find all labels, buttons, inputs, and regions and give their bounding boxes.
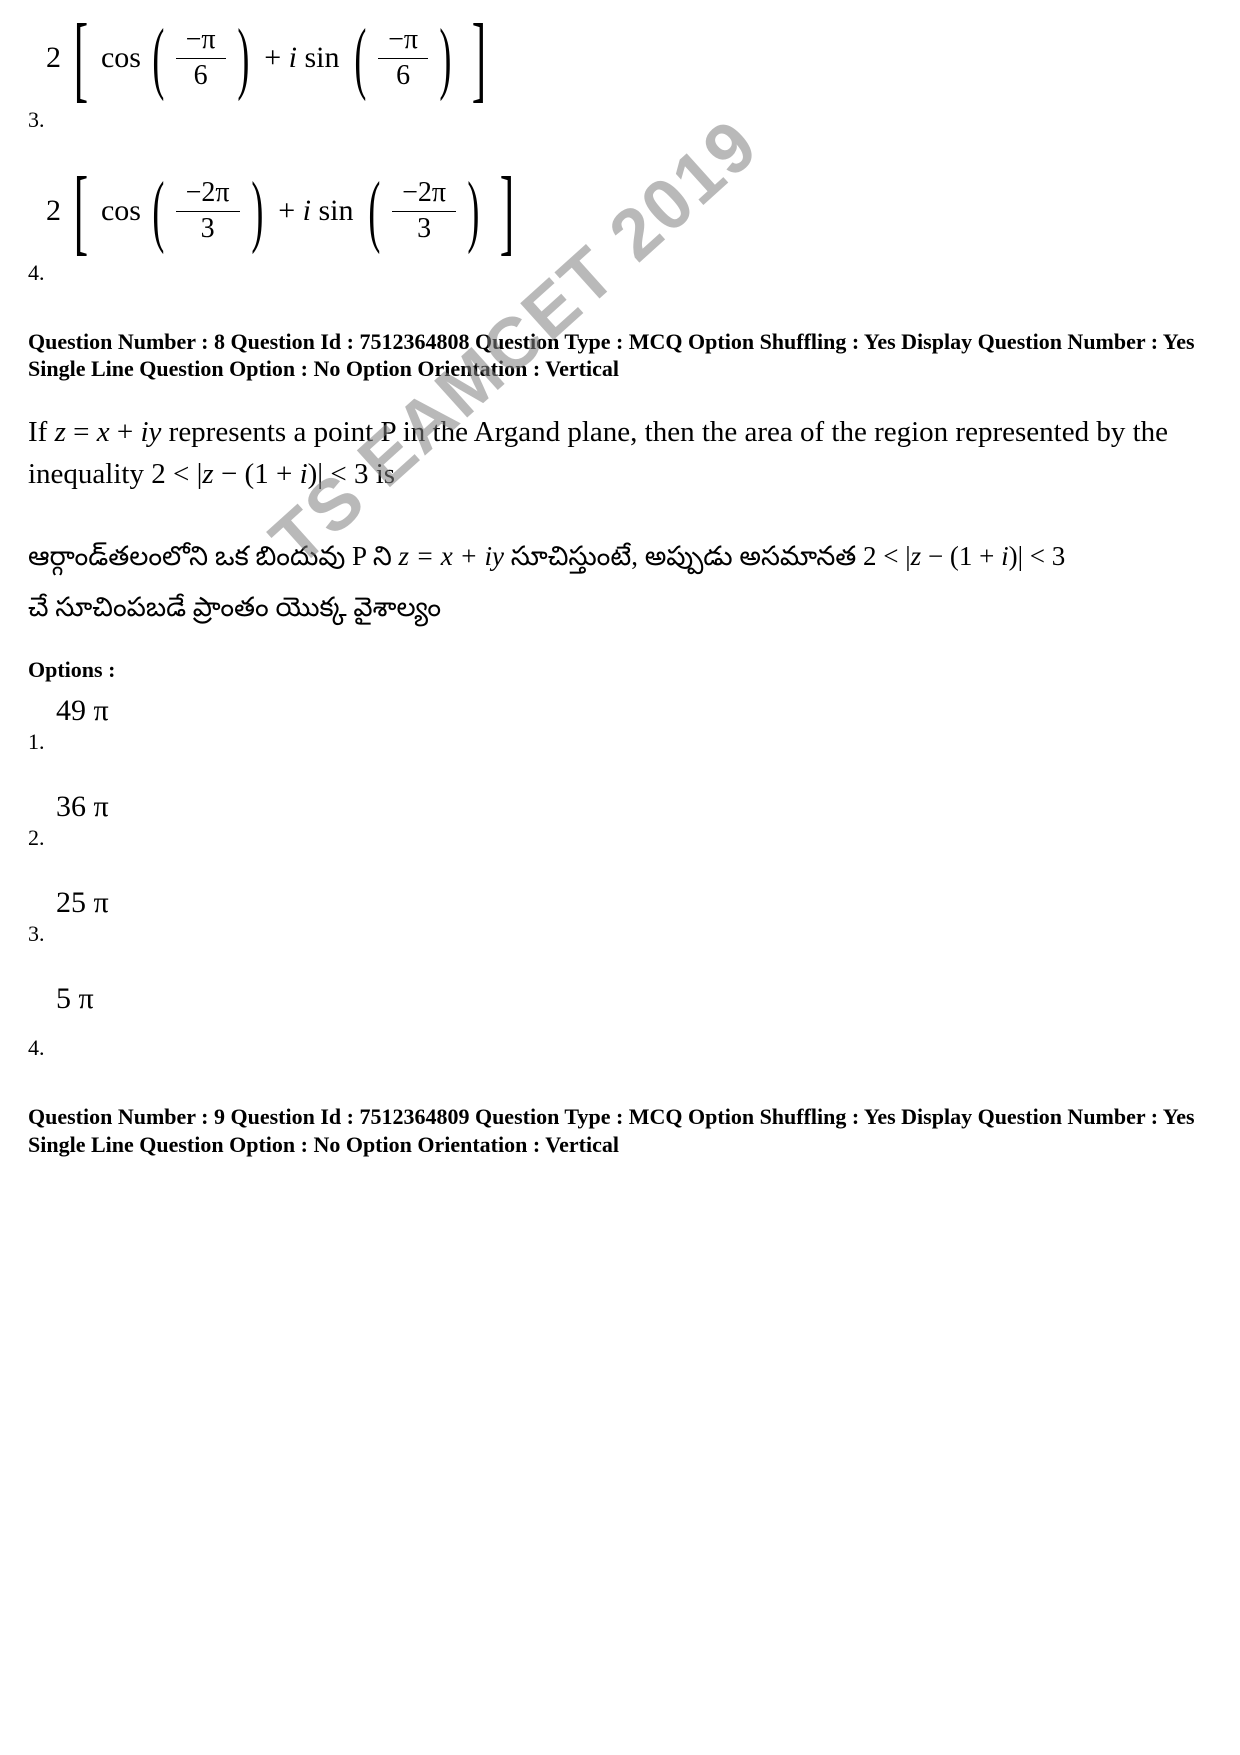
prev-option-3-number: 3. (28, 107, 1212, 133)
q-text-te: ఆర్గాండ్‌తలంలోని ఒక బిందువు P ని (28, 541, 399, 571)
bracket-right: ] (471, 20, 485, 97)
paren-left: ( (152, 26, 164, 90)
denominator: 6 (184, 59, 218, 92)
numerator: −π (176, 25, 226, 59)
option-1-number: 1. (28, 729, 1212, 755)
fraction-1: −π 6 (176, 25, 226, 92)
question-8-text-english: If z = x + iy represents a point P in th… (28, 411, 1212, 495)
option-2-text: 36 π (56, 789, 1212, 825)
q-expr: z = x + iy (399, 541, 504, 571)
denominator: 3 (191, 212, 225, 245)
paren-right: ) (439, 26, 451, 90)
question-8-meta: Question Number : 8 Question Id : 751236… (28, 328, 1212, 383)
fraction-1: −2π 3 (176, 178, 240, 245)
question-8-text-telugu: ఆర్గాండ్‌తలంలోని ఒక బిందువు P ని z = x +… (28, 531, 1212, 634)
q-text: − (1 + (921, 541, 1001, 571)
formula-mid: + i sin (264, 40, 339, 76)
q-text-te-line2: చే సూచింపబడే ప్రాంతం యొక్క వైశాల్యం (28, 592, 441, 622)
meta-line-1: Question Number : 8 Question Id : 751236… (28, 329, 1195, 354)
q-text: = (66, 416, 97, 448)
q-var-i: i (1001, 541, 1009, 571)
meta-line-2: Single Line Question Option : No Option … (28, 356, 619, 381)
option-3-text: 25 π (56, 885, 1212, 921)
q-var-z: z (55, 416, 66, 448)
q-text-te: సూచిస్తుంటే, అప్పుడు అసమానత 2 < | (504, 541, 911, 571)
option-2-number: 2. (28, 825, 1212, 851)
options-label: Options : (28, 657, 1212, 683)
fraction-2: −2π 3 (392, 178, 456, 245)
q-var-i: i (300, 458, 308, 490)
option-3-number: 3. (28, 921, 1212, 947)
prev-option-4-number: 4. (28, 260, 1212, 286)
q-text: )| < 3 is (308, 458, 395, 490)
bracket-left: [ (74, 20, 88, 97)
option-4-text: 5 π (56, 981, 1212, 1017)
paren-right: ) (467, 179, 479, 243)
q-text: − (1 + (214, 458, 300, 490)
numerator: −π (378, 25, 428, 59)
question-9-meta: Question Number : 9 Question Id : 751236… (28, 1103, 1212, 1158)
option-1-text: 49 π (56, 693, 1212, 729)
formula-lead: 2 (46, 193, 61, 229)
q-var-z: z (911, 541, 922, 571)
q-var-z: z (202, 458, 213, 490)
numerator: −2π (176, 178, 240, 212)
q-var-iy: iy (140, 416, 161, 448)
formula-fn-cos: cos (101, 193, 141, 229)
fraction-2: −π 6 (378, 25, 428, 92)
q-text: )| < 3 (1009, 541, 1066, 571)
prev-option-4-formula: 2 [ cos ( −2π 3 ) + i sin ( −2π 3 ) ] (46, 173, 1212, 250)
numerator: −2π (392, 178, 456, 212)
formula-mid: + i sin (278, 193, 353, 229)
prev-option-3-formula: 2 [ cos ( −π 6 ) + i sin ( −π 6 ) ] (46, 20, 1212, 97)
bracket-left: [ (74, 173, 88, 250)
meta-line-1: Question Number : 9 Question Id : 751236… (28, 1104, 1195, 1129)
paren-left: ( (369, 179, 381, 243)
paren-left: ( (152, 179, 164, 243)
paren-right: ) (251, 179, 263, 243)
paren-right: ) (237, 26, 249, 90)
formula-fn-cos: cos (101, 40, 141, 76)
formula-lead: 2 (46, 40, 61, 76)
q-text: + (110, 416, 141, 448)
denominator: 6 (386, 59, 420, 92)
q-text: represents a point P in the Argand plane… (28, 416, 1168, 490)
meta-line-2: Single Line Question Option : No Option … (28, 1132, 619, 1157)
paren-left: ( (355, 26, 367, 90)
bracket-right: ] (499, 173, 513, 250)
denominator: 3 (407, 212, 441, 245)
option-4-number: 4. (28, 1035, 1212, 1061)
q-text: If (28, 416, 55, 448)
q-var-x: x (97, 416, 110, 448)
